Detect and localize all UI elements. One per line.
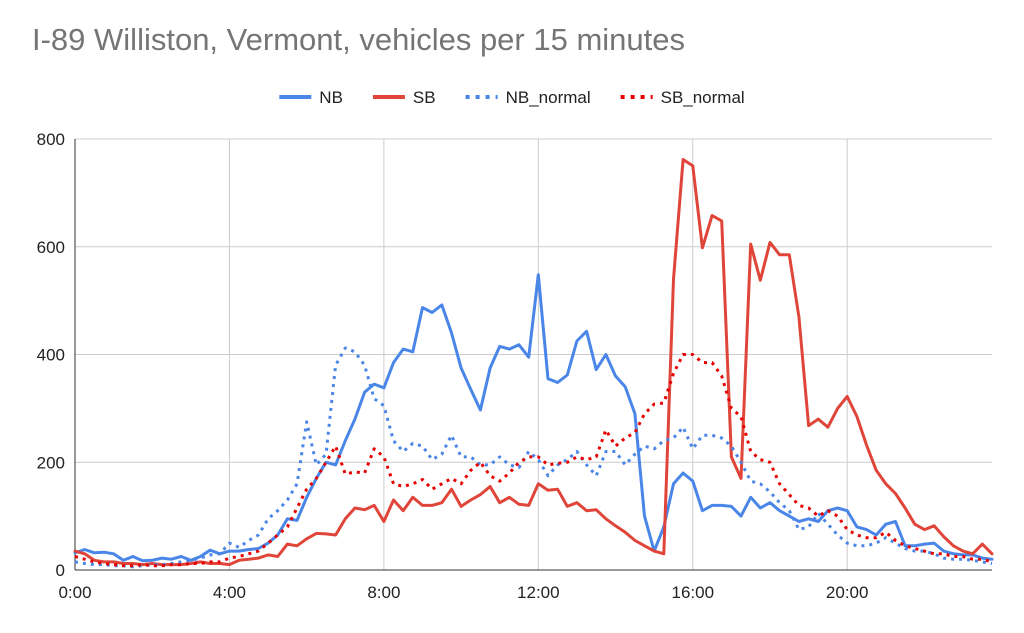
legend-label: NB_normal	[506, 88, 591, 107]
legend: NB SB NB_normal SB_normal	[279, 88, 745, 107]
legend-label: SB_normal	[661, 88, 745, 107]
series-line-sb	[73, 158, 994, 567]
y-tick-label: 200	[37, 453, 65, 472]
x-tick-label: 16:00	[671, 583, 714, 602]
x-tick-label: 0:00	[58, 583, 91, 602]
series-line-nb	[73, 273, 994, 563]
x-tick-label: 8:00	[367, 583, 400, 602]
legend-item-nb-normal: NB_normal	[465, 88, 591, 107]
legend-label: SB	[413, 88, 436, 107]
legend-label: NB	[319, 88, 343, 107]
legend-item-sb-normal: SB_normal	[620, 88, 745, 107]
x-tick-label: 20:00	[826, 583, 869, 602]
y-tick-label: 0	[56, 561, 65, 580]
legend-item-nb: NB	[279, 88, 343, 107]
series-line-sb-normal	[74, 353, 993, 568]
x-tick-label: 4:00	[213, 583, 246, 602]
y-tick-label: 800	[37, 130, 65, 149]
x-tick-label: 12:00	[517, 583, 560, 602]
chart-title: I-89 Williston, Vermont, vehicles per 15…	[32, 22, 685, 57]
axes: 0 200 400 600 800 0:00 4:00 8:00 12:00 16:00 20:00	[37, 130, 992, 602]
grid	[75, 138, 992, 570]
y-tick-label: 400	[37, 346, 65, 365]
series-lines	[73, 158, 994, 569]
series-line-nb-normal	[74, 346, 993, 569]
legend-item-sb: SB	[372, 88, 436, 107]
y-tick-label: 600	[37, 238, 65, 257]
